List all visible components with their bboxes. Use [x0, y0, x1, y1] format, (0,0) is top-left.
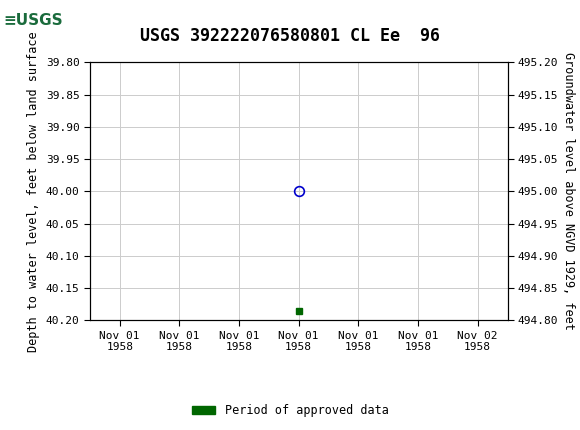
Text: ≡USGS: ≡USGS — [3, 13, 63, 28]
Text: USGS 392222076580801 CL Ee  96: USGS 392222076580801 CL Ee 96 — [140, 27, 440, 45]
Y-axis label: Groundwater level above NGVD 1929, feet: Groundwater level above NGVD 1929, feet — [562, 52, 575, 330]
Y-axis label: Depth to water level, feet below land surface: Depth to water level, feet below land su… — [27, 31, 40, 352]
Bar — [3, 3, 78, 37]
Legend: Period of approved data: Period of approved data — [187, 399, 393, 422]
